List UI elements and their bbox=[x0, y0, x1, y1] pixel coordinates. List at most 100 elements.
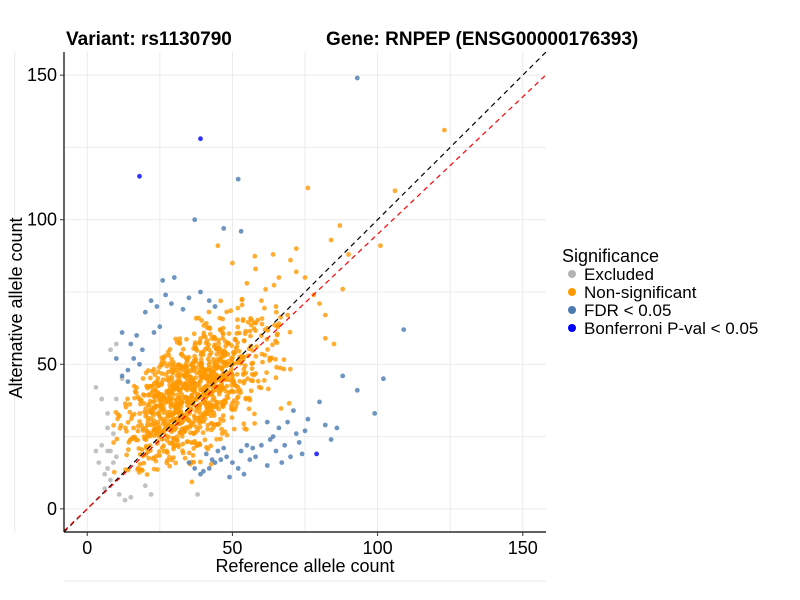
point-non-significant bbox=[140, 376, 146, 381]
point-non-significant bbox=[166, 388, 172, 394]
point-non-significant bbox=[167, 440, 173, 446]
point-non-significant bbox=[200, 430, 206, 436]
point-non-significant bbox=[259, 321, 265, 327]
point-fdr-0-05 bbox=[209, 457, 215, 463]
point-excluded bbox=[102, 471, 108, 477]
point-non-significant bbox=[145, 368, 151, 373]
point-non-significant bbox=[111, 440, 116, 445]
point-fdr-0-05 bbox=[328, 437, 334, 442]
point-non-significant bbox=[189, 479, 195, 485]
y-tick-label: 100 bbox=[27, 210, 57, 230]
point-non-significant bbox=[270, 342, 275, 348]
point-non-significant bbox=[277, 365, 283, 371]
point-non-significant bbox=[214, 346, 219, 352]
point-non-significant bbox=[214, 402, 220, 408]
point-non-significant bbox=[169, 395, 175, 401]
point-fdr-0-05 bbox=[334, 425, 340, 431]
point-fdr-0-05 bbox=[244, 442, 250, 448]
point-non-significant bbox=[220, 413, 226, 418]
point-non-significant bbox=[205, 356, 211, 362]
point-non-significant bbox=[144, 422, 150, 428]
axes: 0 50 100 150 0 50 100 150 bbox=[27, 52, 546, 558]
point-non-significant bbox=[131, 383, 137, 389]
point-non-significant bbox=[173, 406, 179, 412]
point-non-significant bbox=[220, 330, 226, 336]
point-non-significant bbox=[150, 399, 156, 405]
point-non-significant bbox=[197, 379, 203, 384]
point-non-significant bbox=[242, 331, 248, 337]
point-non-significant bbox=[197, 418, 202, 424]
point-fdr-0-05 bbox=[285, 419, 290, 425]
point-non-significant bbox=[278, 406, 284, 411]
point-non-significant bbox=[208, 461, 214, 467]
point-non-significant bbox=[240, 318, 246, 324]
point-non-significant bbox=[259, 351, 265, 357]
point-non-significant bbox=[211, 334, 217, 340]
point-non-significant bbox=[273, 304, 279, 309]
point-fdr-0-05 bbox=[293, 431, 299, 437]
point-non-significant bbox=[235, 317, 240, 323]
point-non-significant bbox=[157, 453, 163, 458]
point-non-significant bbox=[159, 399, 165, 405]
x-axis-label: Reference allele count bbox=[215, 556, 394, 576]
point-non-significant bbox=[248, 322, 254, 328]
point-non-significant bbox=[211, 395, 217, 401]
point-fdr-0-05 bbox=[267, 437, 273, 442]
point-non-significant bbox=[141, 434, 147, 439]
point-non-significant bbox=[250, 360, 256, 366]
point-non-significant bbox=[172, 426, 178, 432]
point-non-significant bbox=[164, 460, 170, 466]
point-non-significant bbox=[241, 380, 247, 386]
point-non-significant bbox=[201, 330, 207, 336]
point-non-significant bbox=[169, 374, 175, 380]
point-fdr-0-05 bbox=[137, 361, 142, 367]
point-fdr-0-05 bbox=[218, 457, 224, 463]
point-fdr-0-05 bbox=[401, 327, 407, 332]
point-non-significant bbox=[328, 237, 334, 243]
point-excluded bbox=[113, 341, 119, 347]
point-fdr-0-05 bbox=[273, 448, 279, 454]
point-non-significant bbox=[155, 369, 161, 375]
point-non-significant bbox=[206, 325, 212, 330]
point-non-significant bbox=[285, 312, 290, 318]
point-non-significant bbox=[137, 419, 143, 424]
point-non-significant bbox=[215, 422, 221, 427]
point-non-significant bbox=[127, 437, 133, 443]
point-non-significant bbox=[252, 411, 257, 417]
point-fdr-0-05 bbox=[224, 454, 230, 460]
point-non-significant bbox=[165, 349, 171, 355]
point-non-significant bbox=[111, 469, 117, 475]
point-excluded bbox=[96, 460, 102, 465]
point-non-significant bbox=[151, 412, 156, 418]
point-non-significant bbox=[166, 418, 172, 424]
y-tick-label: 0 bbox=[47, 499, 57, 519]
point-non-significant bbox=[155, 467, 160, 472]
point-non-significant bbox=[273, 375, 279, 381]
point-non-significant bbox=[236, 348, 242, 354]
point-non-significant bbox=[190, 440, 196, 445]
point-non-significant bbox=[146, 393, 152, 398]
point-non-significant bbox=[249, 371, 255, 377]
point-non-significant bbox=[442, 127, 447, 133]
point-non-significant bbox=[218, 298, 224, 304]
point-non-significant bbox=[160, 407, 166, 412]
point-non-significant bbox=[184, 424, 189, 430]
point-fdr-0-05 bbox=[186, 295, 192, 301]
point-non-significant bbox=[234, 371, 240, 377]
point-non-significant bbox=[146, 402, 151, 408]
point-non-significant bbox=[337, 223, 343, 228]
point-non-significant bbox=[141, 460, 147, 466]
point-non-significant bbox=[141, 401, 147, 406]
point-non-significant bbox=[204, 444, 209, 450]
point-fdr-0-05 bbox=[151, 330, 157, 335]
point-non-significant bbox=[173, 460, 179, 466]
point-fdr-0-05 bbox=[235, 466, 241, 471]
point-non-significant bbox=[167, 463, 173, 469]
point-non-significant bbox=[160, 358, 165, 364]
point-non-significant bbox=[207, 331, 213, 337]
point-non-significant bbox=[225, 341, 231, 346]
point-non-significant bbox=[231, 426, 237, 432]
point-non-significant bbox=[214, 436, 220, 442]
point-fdr-0-05 bbox=[340, 373, 346, 379]
point-non-significant bbox=[241, 338, 247, 343]
